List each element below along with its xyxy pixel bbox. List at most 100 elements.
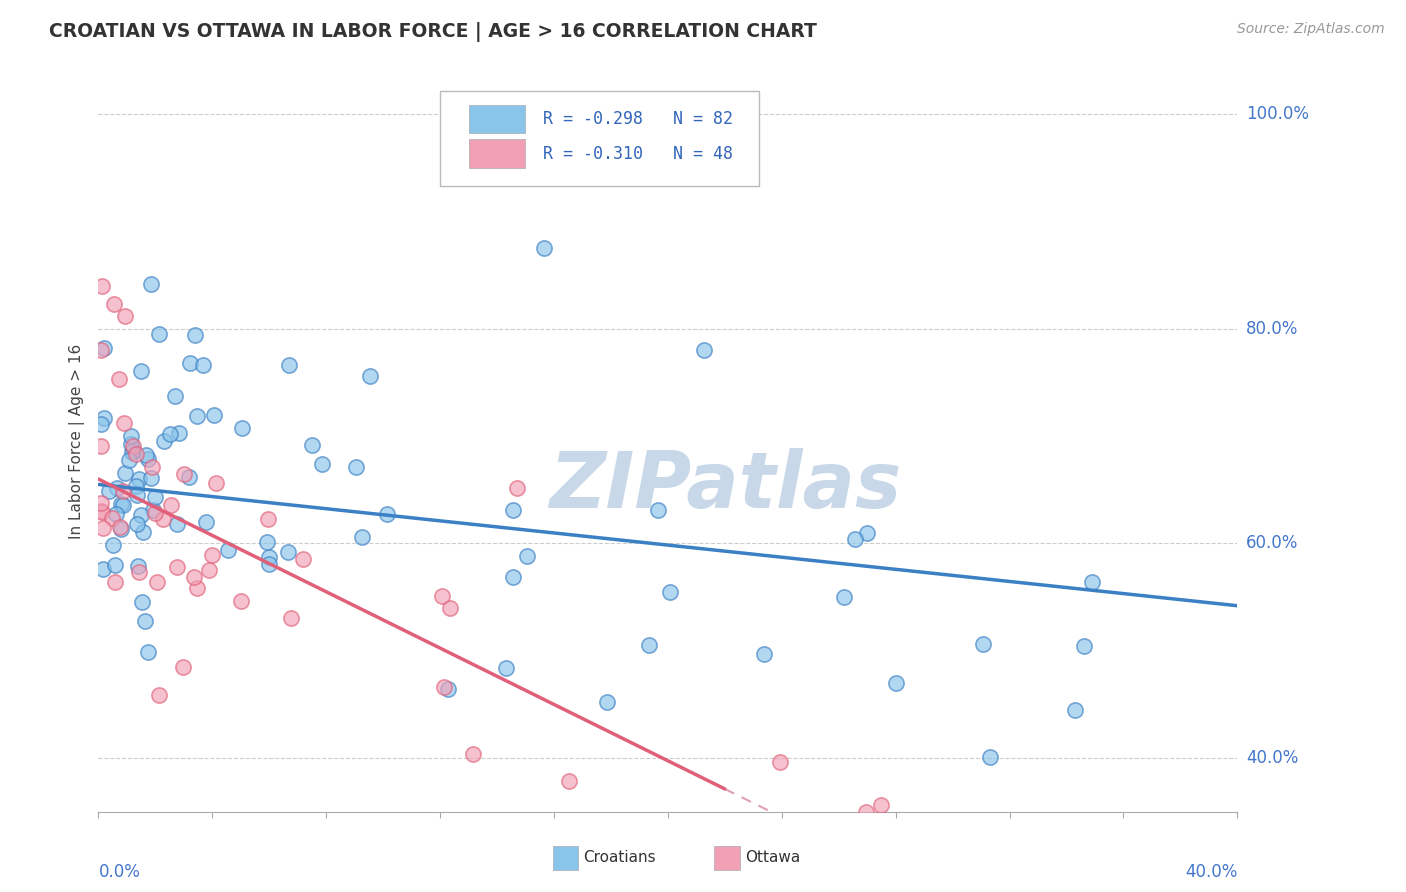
Point xyxy=(114,466,136,480)
Point xyxy=(91,279,114,293)
Point xyxy=(177,470,200,484)
Point xyxy=(103,297,125,311)
FancyBboxPatch shape xyxy=(440,91,759,186)
Point xyxy=(127,558,149,573)
Point xyxy=(1081,575,1104,590)
Text: 40.0%: 40.0% xyxy=(1246,749,1298,767)
Text: ZIPatlas: ZIPatlas xyxy=(548,448,901,524)
Point xyxy=(118,453,141,467)
Point xyxy=(90,505,112,519)
Point xyxy=(752,647,775,661)
Text: 100.0%: 100.0% xyxy=(1246,105,1309,123)
Point xyxy=(1099,858,1122,872)
Point xyxy=(856,526,879,541)
Point xyxy=(256,534,278,549)
Text: R = -0.298   N = 82: R = -0.298 N = 82 xyxy=(543,110,733,128)
Point xyxy=(143,491,166,505)
Point xyxy=(136,452,159,467)
Point xyxy=(292,552,315,566)
Point xyxy=(90,343,112,357)
Point xyxy=(136,645,159,659)
Point xyxy=(202,409,225,423)
Point xyxy=(129,364,152,378)
Point xyxy=(1064,703,1087,717)
Point xyxy=(183,328,205,343)
Point xyxy=(105,481,128,495)
Point xyxy=(596,695,619,709)
Point xyxy=(257,557,280,571)
Point xyxy=(146,574,169,589)
Point xyxy=(91,562,114,576)
Point xyxy=(832,590,855,604)
FancyBboxPatch shape xyxy=(468,104,526,133)
Point xyxy=(128,472,150,486)
Text: 60.0%: 60.0% xyxy=(1246,534,1298,552)
Point xyxy=(506,481,529,495)
Point xyxy=(163,389,186,403)
Point xyxy=(375,507,398,521)
Point xyxy=(870,797,893,812)
Text: R = -0.310   N = 48: R = -0.310 N = 48 xyxy=(543,145,733,162)
Point xyxy=(692,343,714,358)
Point xyxy=(183,570,205,584)
Point xyxy=(437,681,460,696)
Point xyxy=(173,467,195,481)
Point xyxy=(120,436,142,450)
Point xyxy=(110,520,132,534)
Text: CROATIAN VS OTTAWA IN LABOR FORCE | AGE > 16 CORRELATION CHART: CROATIAN VS OTTAWA IN LABOR FORCE | AGE … xyxy=(49,22,817,42)
Text: Ottawa: Ottawa xyxy=(745,850,800,865)
Text: 40.0%: 40.0% xyxy=(1185,863,1237,881)
Point xyxy=(110,522,132,536)
Point xyxy=(139,471,162,485)
Text: 0.0%: 0.0% xyxy=(98,863,141,881)
Point xyxy=(143,506,166,520)
Point xyxy=(844,532,866,546)
Text: 80.0%: 80.0% xyxy=(1246,320,1298,338)
Point xyxy=(125,488,148,502)
Point xyxy=(502,502,524,516)
Point xyxy=(173,660,195,674)
Point xyxy=(638,639,661,653)
Point xyxy=(110,497,132,511)
Point xyxy=(972,636,994,650)
Point xyxy=(186,581,208,595)
Point xyxy=(104,558,127,572)
Point xyxy=(205,475,228,490)
Point xyxy=(855,805,877,819)
Point xyxy=(495,661,517,675)
Point xyxy=(769,755,792,769)
Y-axis label: In Labor Force | Age > 16: In Labor Force | Age > 16 xyxy=(69,344,86,539)
Point xyxy=(631,823,654,838)
Point xyxy=(195,515,218,529)
Point xyxy=(884,675,907,690)
Point xyxy=(201,549,224,563)
Point xyxy=(350,530,373,544)
Point xyxy=(346,459,368,474)
Point xyxy=(280,611,302,625)
Point xyxy=(231,421,253,435)
Point xyxy=(169,426,191,441)
Point xyxy=(111,484,134,499)
Point xyxy=(433,680,456,694)
Point xyxy=(111,498,134,512)
Point xyxy=(557,774,579,789)
Point xyxy=(1064,858,1087,872)
Point xyxy=(159,427,181,442)
Point xyxy=(135,449,157,463)
Point xyxy=(658,585,681,599)
Point xyxy=(461,747,484,761)
Point xyxy=(257,512,280,526)
Point xyxy=(141,460,163,475)
Point xyxy=(1073,639,1095,653)
Point xyxy=(90,417,112,431)
Point xyxy=(148,327,170,342)
Point xyxy=(90,496,112,510)
Point xyxy=(259,549,281,564)
Point xyxy=(134,614,156,628)
Point xyxy=(359,369,381,384)
Point xyxy=(104,507,127,521)
Point xyxy=(217,543,239,558)
Point xyxy=(97,483,120,498)
Point xyxy=(516,549,538,563)
Point xyxy=(647,503,669,517)
